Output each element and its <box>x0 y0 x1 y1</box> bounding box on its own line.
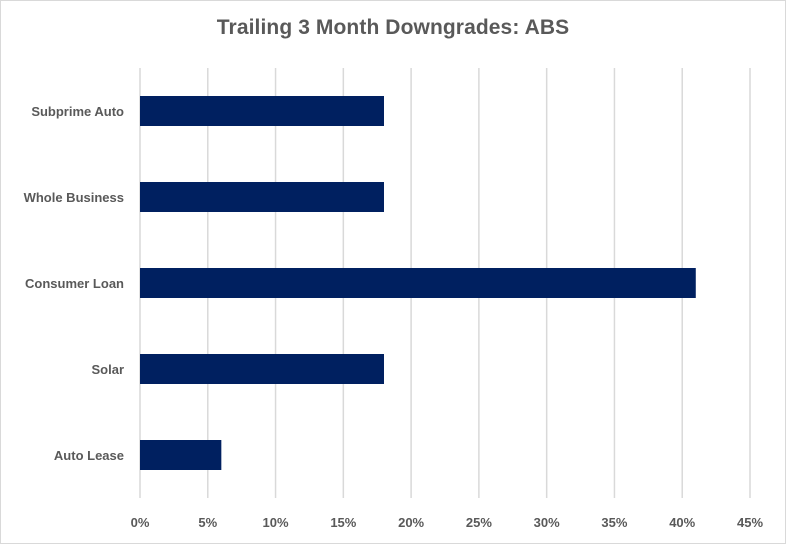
category-label: Solar <box>91 362 124 377</box>
category-label: Consumer Loan <box>25 276 124 291</box>
x-tick-label: 30% <box>534 515 560 530</box>
bar <box>140 268 696 298</box>
bar <box>140 440 222 470</box>
x-tick-label: 0% <box>131 515 150 530</box>
x-tick-labels: 0% 5% 10% 15% 20% 25% 30% 35% 40% 45% <box>131 515 764 530</box>
x-tick-label: 10% <box>263 515 289 530</box>
bar <box>140 96 384 126</box>
x-tick-label: 15% <box>330 515 356 530</box>
category-label: Auto Lease <box>54 448 124 463</box>
category-label: Subprime Auto <box>31 104 124 119</box>
x-tick-label: 25% <box>466 515 492 530</box>
category-label: Whole Business <box>24 190 124 205</box>
x-tick-label: 45% <box>737 515 763 530</box>
x-tick-label: 20% <box>398 515 424 530</box>
category-labels: Subprime Auto Whole Business Consumer Loan… <box>24 104 124 463</box>
chart-title: Trailing 3 Month Downgrades: ABS <box>216 16 570 39</box>
x-tick-label: 5% <box>198 515 217 530</box>
bar <box>140 354 384 384</box>
x-tick-label: 35% <box>601 515 627 530</box>
bars <box>140 96 696 470</box>
x-tick-label: 40% <box>669 515 695 530</box>
bar <box>140 182 384 212</box>
